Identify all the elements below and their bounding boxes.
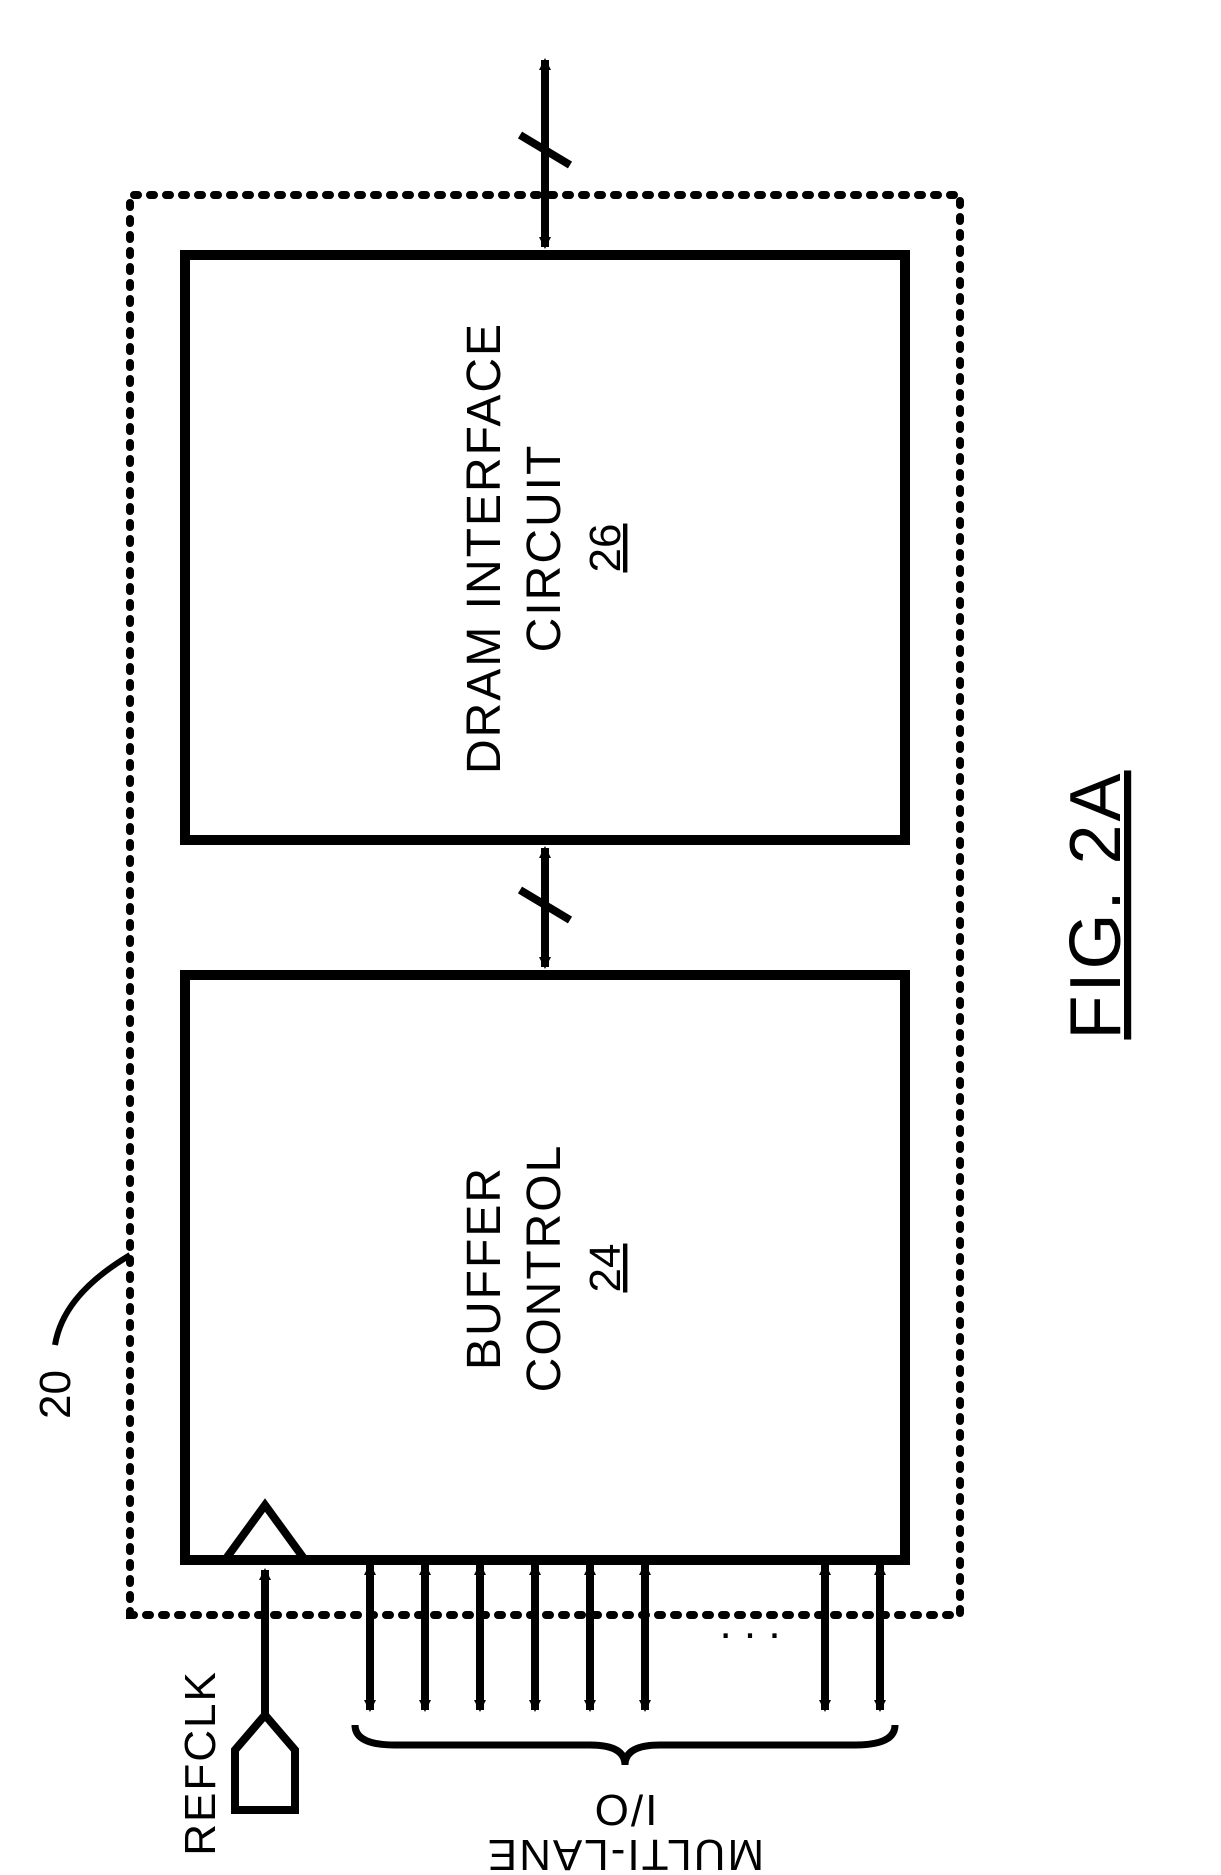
block-diagram: 20 BUFFER CONTROL 24 DRAM INTERFACE CIRC…	[0, 0, 1221, 1875]
dram-interface-ref: 26	[581, 524, 630, 573]
refclk-driver-symbol	[235, 1715, 295, 1810]
clock-input-triangle	[225, 1505, 305, 1560]
dram-interface-line1: DRAM INTERFACE	[458, 322, 511, 774]
multi-lane-label-line1: MULTI-LANE	[486, 1830, 764, 1875]
multi-lane-brace	[355, 1725, 895, 1765]
multi-lane-label-line2: I/O	[593, 1785, 658, 1834]
buffer-control-line1: BUFFER	[458, 1166, 511, 1370]
refclk-label: REFCLK	[176, 1670, 225, 1856]
figure-caption: FIG. 2A	[1056, 770, 1136, 1039]
dram-interface-line2: CIRCUIT	[518, 444, 571, 653]
buffer-control-line2: CONTROL	[518, 1144, 571, 1393]
buffer-control-ref: 24	[581, 1244, 630, 1293]
module-ref-label: 20	[31, 1370, 80, 1419]
module-ref-leader	[55, 1255, 130, 1345]
multi-lane-ellipsis: . . .	[719, 1599, 780, 1648]
multi-lane-io-group	[370, 1565, 880, 1710]
